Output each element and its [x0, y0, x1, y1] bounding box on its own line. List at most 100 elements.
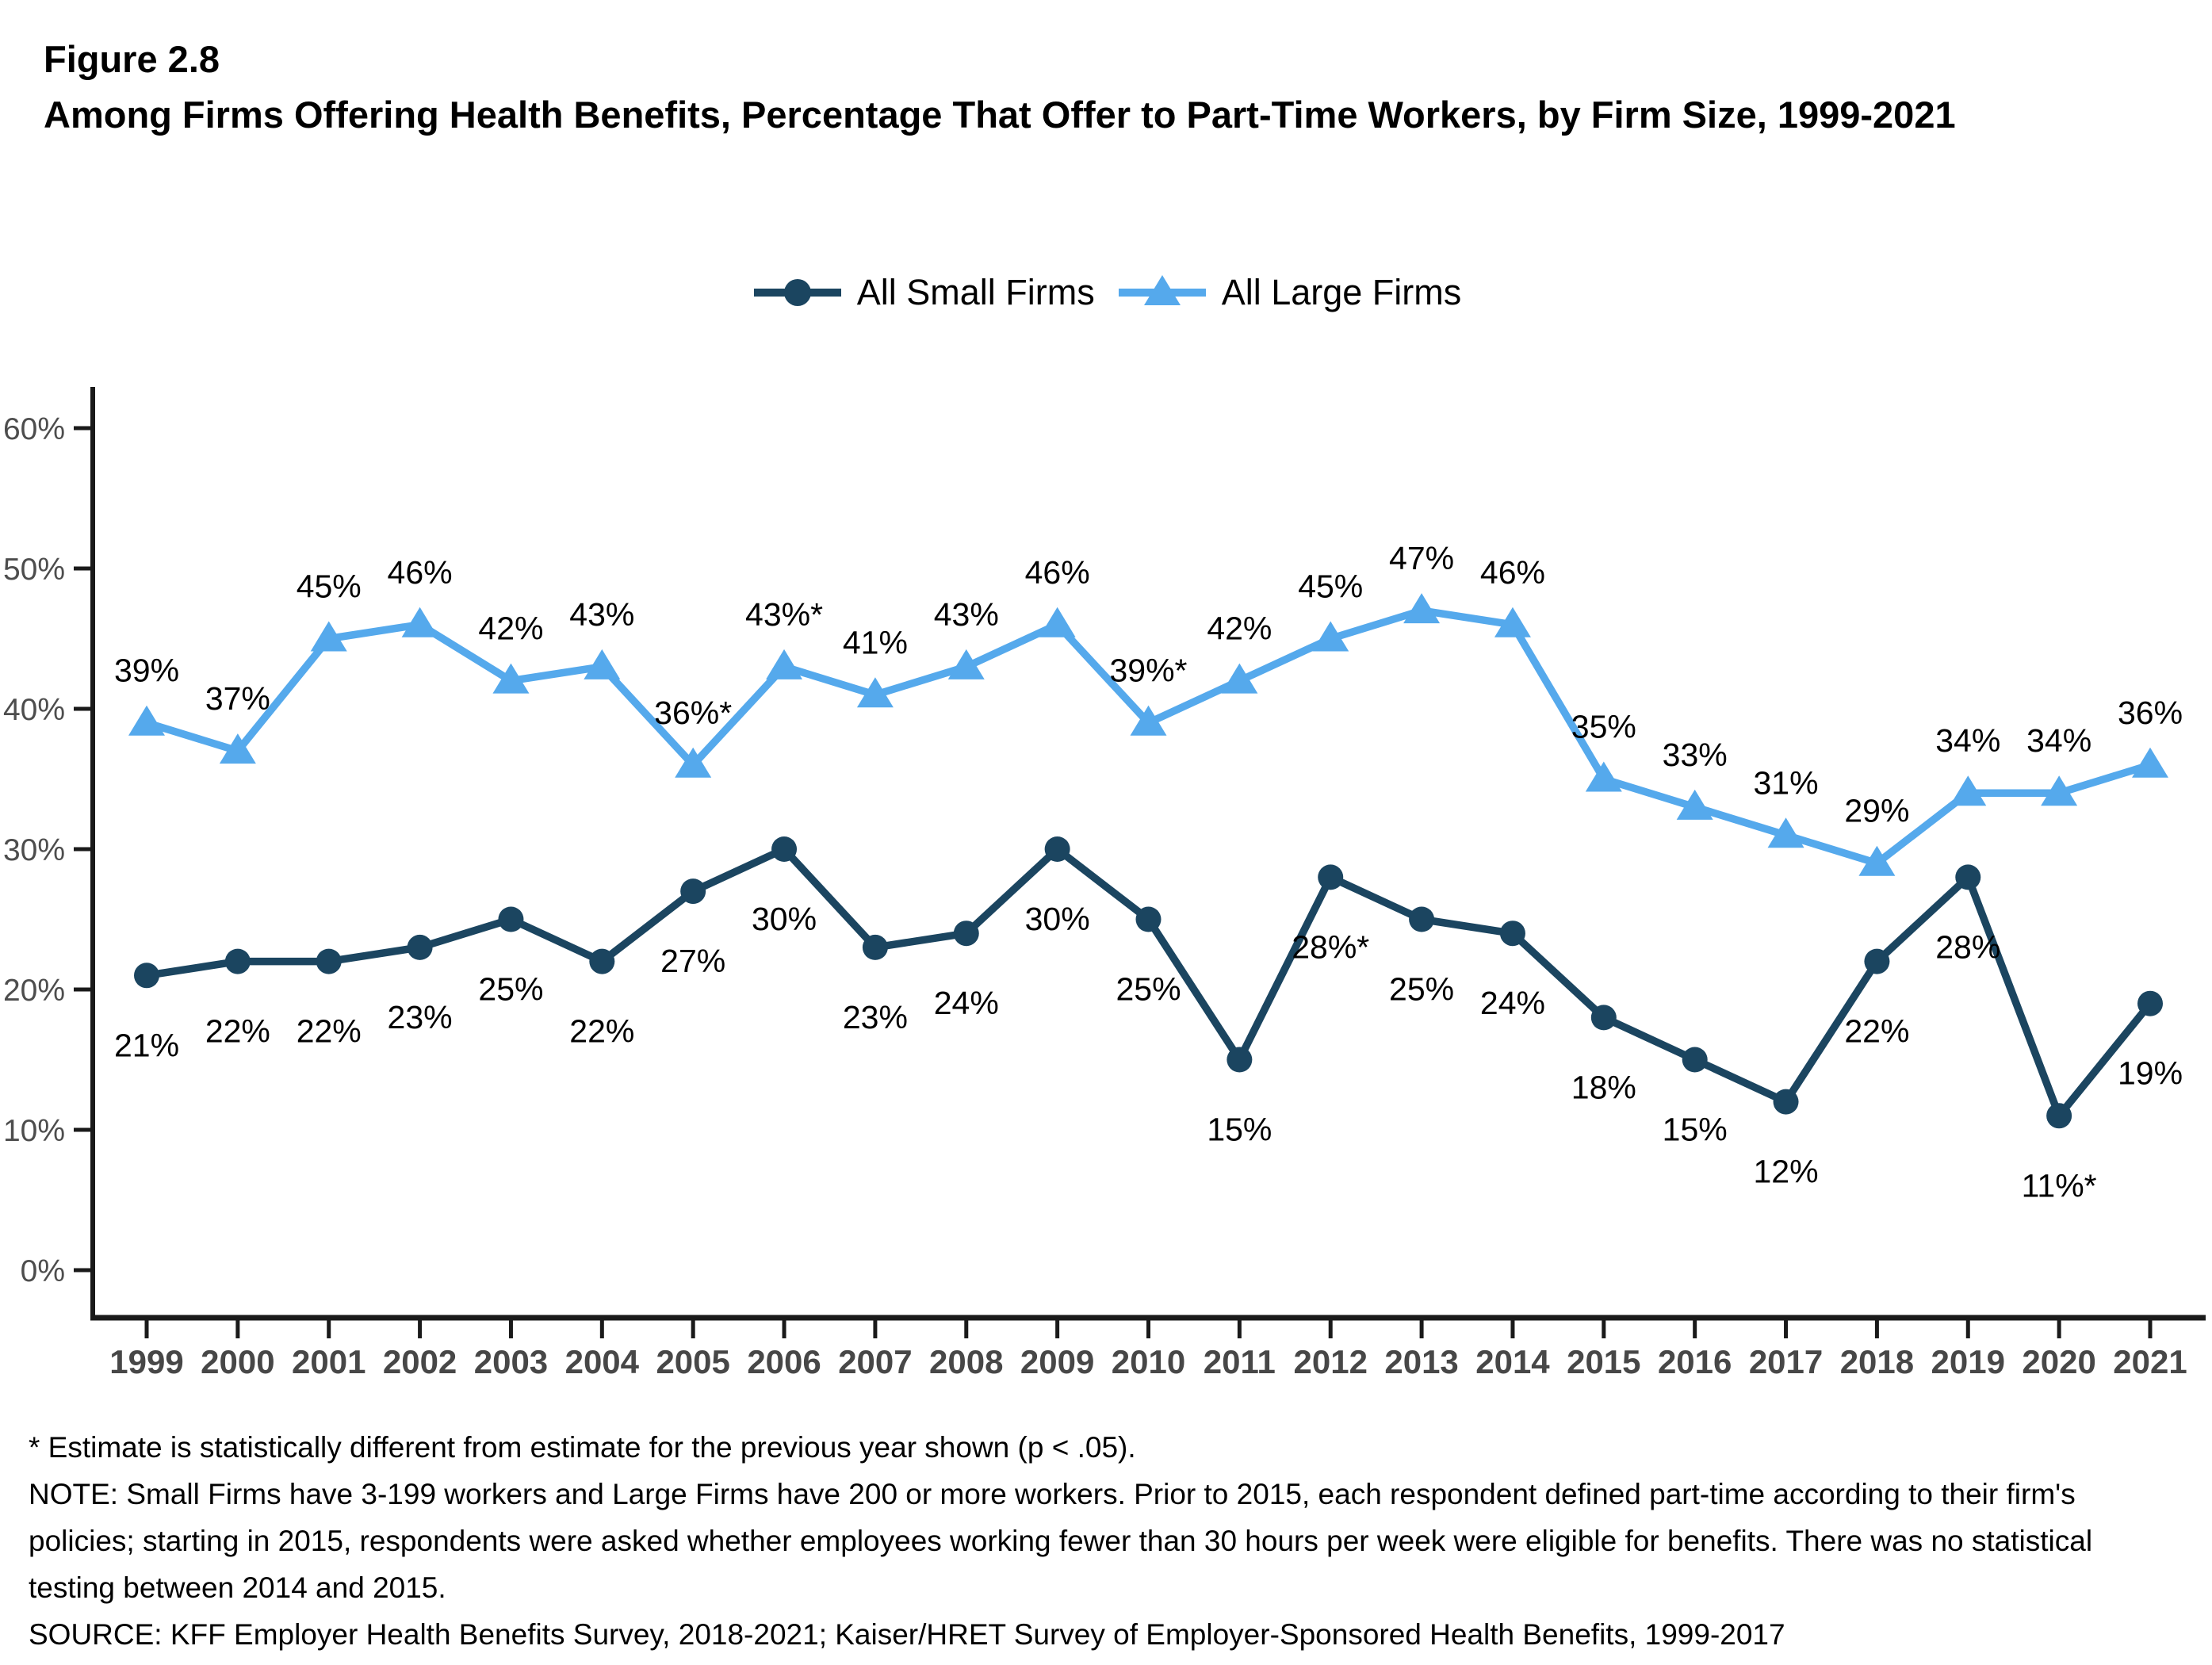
data-label-all-small-firms: 21% [114, 1027, 179, 1063]
data-point-all-small-firms [953, 921, 979, 947]
data-point-all-large-firms [492, 663, 530, 694]
x-tick-label: 2012 [1294, 1343, 1368, 1380]
data-point-all-large-firms [1494, 607, 1531, 637]
x-tick-label: 2007 [838, 1343, 912, 1380]
data-label-all-small-firms: 25% [1389, 971, 1454, 1008]
data-point-all-large-firms [2132, 747, 2168, 778]
data-point-all-small-firms [1044, 836, 1070, 862]
data-point-all-large-firms [128, 705, 165, 736]
data-point-all-large-firms [401, 607, 438, 637]
data-point-all-large-firms [675, 747, 712, 778]
x-tick-label: 2021 [2113, 1343, 2187, 1380]
x-tick-label: 2009 [1020, 1343, 1094, 1380]
data-point-all-large-firms [1312, 621, 1349, 652]
data-label-all-large-firms: 39%* [1109, 653, 1187, 689]
data-label-all-large-firms: 46% [1025, 554, 1090, 591]
data-point-all-large-firms [1767, 817, 1804, 848]
data-label-all-large-firms: 43% [934, 596, 999, 633]
significance-note: * Estimate is statistically different fr… [29, 1431, 1136, 1464]
x-tick-label: 2006 [747, 1343, 821, 1380]
data-point-all-large-firms [1039, 607, 1076, 637]
data-label-all-small-firms: 15% [1663, 1112, 1728, 1148]
data-label-all-small-firms: 27% [660, 943, 725, 979]
legend-label-all-large-firms: All Large Firms [1221, 272, 1462, 312]
data-point-all-small-firms [1682, 1047, 1708, 1073]
y-tick-label: 20% [3, 974, 65, 1008]
x-tick-label: 2010 [1112, 1343, 1185, 1380]
x-tick-label: 2017 [1749, 1343, 1823, 1380]
data-point-all-small-firms [1135, 906, 1161, 932]
data-point-all-large-firms [1676, 789, 1713, 820]
figure-number: Figure 2.8 [44, 38, 220, 80]
data-label-all-small-firms: 24% [934, 985, 999, 1021]
data-label-all-small-firms: 25% [1116, 971, 1181, 1008]
data-label-all-small-firms: 25% [478, 971, 543, 1008]
data-label-all-small-firms: 22% [205, 1013, 270, 1050]
data-label-all-large-firms: 46% [388, 554, 453, 591]
x-tick-label: 2011 [1204, 1343, 1276, 1380]
chart-legend: All Small Firms All Large Firms [0, 270, 2212, 316]
data-point-all-small-firms [1955, 864, 1981, 890]
data-label-all-large-firms: 45% [1298, 568, 1363, 605]
x-tick-label: 2015 [1567, 1343, 1640, 1380]
data-label-all-small-firms: 18% [1571, 1069, 1636, 1105]
data-label-all-large-firms: 35% [1571, 709, 1636, 745]
triangle-marker-icon [1118, 275, 1206, 305]
y-tick-label: 60% [3, 412, 65, 446]
source-note: SOURCE: KFF Employer Health Benefits Sur… [29, 1618, 1785, 1651]
x-tick-label: 1999 [109, 1343, 183, 1380]
x-tick-label: 2019 [1931, 1343, 2005, 1380]
data-point-all-small-firms [1318, 864, 1344, 890]
data-point-all-small-firms [134, 963, 159, 989]
chart-title: Among Firms Offering Health Benefits, Pe… [44, 94, 1956, 136]
data-label-all-small-firms: 28%* [1292, 928, 1369, 965]
data-label-all-small-firms: 28% [1935, 928, 2000, 965]
data-point-all-small-firms [680, 878, 706, 905]
y-tick-label: 50% [3, 553, 65, 587]
data-label-all-large-firms: 47% [1389, 540, 1454, 576]
data-point-all-small-firms [1499, 921, 1525, 947]
data-label-all-small-firms: 11%* [2022, 1167, 2097, 1204]
data-point-all-large-firms [1403, 593, 1441, 624]
data-point-all-small-firms [316, 948, 342, 974]
data-point-all-small-firms [1864, 948, 1890, 974]
data-label-all-small-firms: 12% [1754, 1154, 1819, 1190]
data-point-all-large-firms [310, 621, 347, 652]
y-tick-label: 10% [3, 1114, 65, 1148]
x-tick-label: 2001 [292, 1343, 365, 1380]
data-label-all-large-firms: 29% [1844, 793, 1909, 829]
legend-item-all-large-firms: All Large Firms [1116, 270, 1462, 316]
data-point-all-small-firms [1227, 1047, 1253, 1073]
x-tick-label: 2013 [1384, 1343, 1458, 1380]
data-label-all-small-firms: 23% [388, 999, 453, 1035]
data-label-all-small-firms: 22% [297, 1013, 362, 1050]
data-point-all-small-firms [2046, 1103, 2072, 1129]
data-point-all-large-firms [856, 677, 894, 708]
x-tick-label: 2003 [474, 1343, 548, 1380]
data-point-all-large-firms [1585, 761, 1622, 792]
x-tick-label: 2005 [656, 1343, 729, 1380]
line-chart: 0% 10% 20% 30% 40% 50% 60% 1999 2000 2001 2002 2003… [3, 387, 2206, 1380]
data-point-all-small-firms [771, 836, 798, 862]
data-label-all-large-firms: 45% [297, 568, 362, 605]
data-label-all-large-firms: 36% [2118, 695, 2183, 731]
data-label-all-small-firms: 30% [752, 901, 817, 937]
data-point-all-small-firms [862, 934, 888, 960]
methodology-note: NOTE: Small Firms have 3-199 workers and… [29, 1478, 2093, 1604]
data-point-all-small-firms [1409, 906, 1435, 932]
data-label-all-large-firms: 42% [1207, 610, 1272, 647]
circle-marker-icon [753, 279, 841, 306]
data-label-all-large-firms: 39% [114, 653, 179, 689]
y-tick-label: 0% [21, 1254, 65, 1288]
data-label-all-small-firms: 15% [1207, 1112, 1272, 1148]
chart-footnotes: * Estimate is statistically different fr… [29, 1424, 2179, 1658]
data-point-all-large-firms [947, 649, 985, 679]
data-point-all-large-firms [2041, 775, 2078, 806]
data-label-all-large-firms: 41% [843, 624, 908, 660]
data-label-all-large-firms: 46% [1480, 554, 1545, 591]
x-tick-label: 2016 [1658, 1343, 1732, 1380]
data-label-all-small-firms: 24% [1480, 985, 1545, 1021]
data-point-all-large-firms [766, 649, 803, 679]
data-label-all-small-firms: 23% [843, 999, 908, 1035]
data-point-all-small-firms [498, 906, 524, 932]
